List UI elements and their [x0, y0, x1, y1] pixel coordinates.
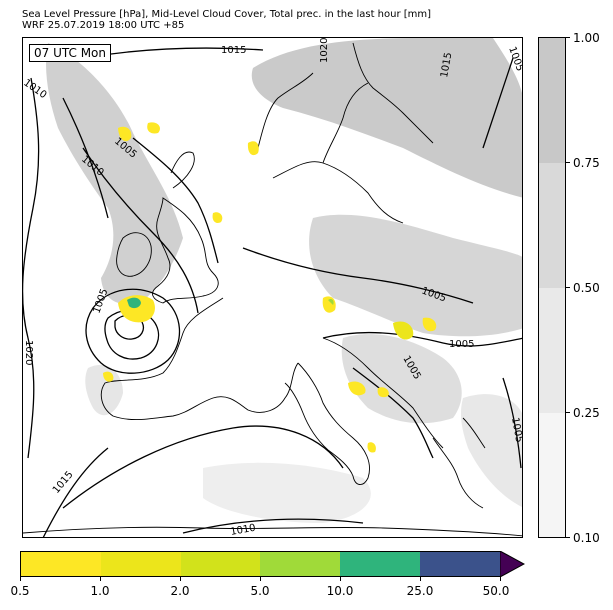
precip-cell-scandinavia — [247, 141, 259, 156]
precip-cell-portugal — [103, 371, 114, 382]
isobar-1005-uk — [132, 137, 219, 264]
coastline-uk — [152, 151, 219, 304]
coastline-adriatic — [322, 337, 444, 449]
coastline-italy — [284, 362, 370, 485]
cloud-area-south — [203, 462, 371, 523]
cloud-tick-label: 0.10 — [573, 531, 600, 545]
cloud-level-0 — [539, 413, 565, 537]
precip-cell-balkans-2 — [422, 317, 437, 332]
coastline-north-africa — [23, 526, 522, 537]
precip-level-4 — [340, 552, 421, 576]
isobar-label: 1020 — [23, 340, 34, 365]
precip-tick-label: 0.5 — [10, 584, 30, 598]
precip-cell-balkans — [393, 321, 414, 340]
map-title: Sea Level Pressure [hPa], Mid-Level Clou… — [22, 9, 432, 20]
cloud-cover-colorbar — [538, 37, 566, 538]
cloud-area-iberia-west — [85, 364, 123, 416]
isobar-label: 1010 — [23, 77, 48, 101]
precip-level-1 — [100, 552, 181, 576]
precip-tick-label: 50.0 — [482, 584, 510, 598]
coastline-ireland — [116, 232, 152, 277]
isobar-label: 1020 — [319, 38, 330, 63]
isobar-label: 1015 — [221, 45, 246, 56]
precip-cell-alps — [322, 296, 336, 313]
isobar-1005-balkans — [322, 331, 522, 347]
isobar-label: 1010 — [230, 523, 257, 538]
precip-tick — [180, 577, 181, 581]
isobar-label: 1005 — [449, 339, 474, 350]
coastlines — [23, 42, 522, 537]
precip-cell-uk-2 — [147, 122, 160, 134]
precip-cell-adriatic — [348, 381, 366, 396]
precip-tick-label: 25.0 — [406, 584, 434, 598]
cloud-tick-label: 0.25 — [573, 406, 600, 420]
coastline-greece — [432, 417, 486, 509]
precip-level-5 — [420, 552, 500, 576]
cloud-area-scandinavia — [251, 38, 522, 198]
cloud-area-northwest — [46, 43, 183, 305]
cloud-tick — [566, 537, 570, 538]
precip-cell-italy-south — [367, 442, 376, 453]
precip-tick-label: 10.0 — [326, 584, 354, 598]
cloud-tick — [566, 287, 570, 288]
isobar-1005-south — [352, 367, 434, 459]
cloud-tick-label: 0.75 — [573, 156, 600, 170]
coastline-france-iberia — [100, 297, 299, 421]
precip-tick — [100, 577, 101, 581]
forecast-time-label: 07 UTC Mon — [29, 44, 111, 62]
cloud-tick-label: 1.00 — [573, 31, 600, 45]
precip-cell-uk — [118, 126, 132, 142]
precip-cell-ireland-core — [127, 297, 141, 309]
isobar-1015-east — [482, 57, 522, 469]
isobar-label: 1005 — [509, 417, 523, 444]
precip-cell-biscay — [212, 212, 223, 223]
cloud-tick — [566, 162, 570, 163]
precip-tick-label: 2.0 — [170, 584, 190, 598]
cloud-area-central — [309, 214, 522, 337]
weather-map: 1015 1020 1015 1005 1010 1010 1005 1020 … — [22, 37, 523, 538]
precip-tick — [420, 577, 421, 581]
precip-tick — [260, 577, 261, 581]
cloud-area-east — [460, 394, 522, 507]
precip-level-2 — [180, 552, 261, 576]
cloud-level-3 — [539, 38, 565, 163]
precip-level-3 — [260, 552, 341, 576]
isobar-1010-nw — [82, 147, 199, 314]
map-canvas: 1015 1020 1015 1005 1010 1010 1005 1020 … — [23, 38, 523, 538]
precip-tick-label: 1.0 — [90, 584, 110, 598]
cloud-tick-label: 0.50 — [573, 281, 600, 295]
precip-tick — [340, 577, 341, 581]
cloud-tick — [566, 412, 570, 413]
low-outer — [85, 288, 181, 374]
precip-cell-ireland — [118, 295, 155, 323]
isobar-label: 1005 — [91, 287, 110, 315]
precip-extend-arrow — [500, 551, 525, 577]
precip-tick — [20, 577, 21, 581]
isobar-label: 1015 — [439, 52, 454, 79]
precip-cell-alps-core — [328, 298, 334, 305]
precip-level-0 — [21, 552, 101, 576]
cloud-area-balkans — [341, 334, 462, 424]
precip-cell-adriatic-2 — [377, 387, 389, 398]
precipitation-layer — [103, 122, 437, 453]
isobars — [23, 47, 522, 537]
cloud-level-2 — [539, 163, 565, 288]
cloud-tick — [566, 37, 570, 38]
isobar-1005-central — [242, 247, 474, 304]
model-run-subtitle: WRF 25.07.2019 18:00 UTC +85 — [22, 20, 185, 31]
coastline-baltic — [272, 82, 404, 224]
precipitation-colorbar — [20, 551, 501, 577]
precip-tick — [500, 577, 501, 581]
isobar-1010-south — [62, 425, 364, 534]
isobar-1020-west — [23, 77, 40, 459]
coastline-scandinavia — [257, 42, 434, 149]
precip-tick-label: 5.0 — [250, 584, 270, 598]
isobar-1015-sw — [42, 447, 109, 537]
cloud-level-1 — [539, 288, 565, 413]
cloud-cover-layer — [46, 38, 522, 523]
isobar-label: 1015 — [51, 469, 76, 496]
